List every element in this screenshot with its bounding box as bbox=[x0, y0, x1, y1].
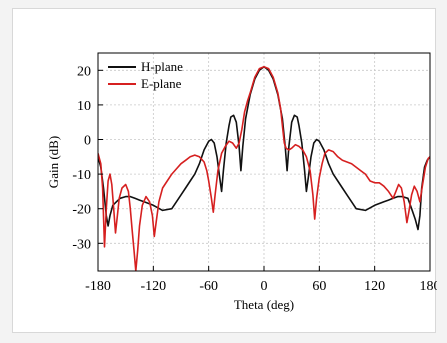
y-tick-label: -30 bbox=[72, 237, 91, 252]
series-line-e-plane bbox=[98, 66, 430, 271]
line-chart: -180 -120 -60 0 60 120 180 -30 -20 -10 0 10 20 Thet… bbox=[46, 52, 437, 312]
grid-lines bbox=[98, 53, 430, 271]
y-tick-labels: -30 -20 -10 0 10 20 bbox=[72, 64, 91, 252]
y-tick-label: 0 bbox=[84, 134, 91, 149]
x-tick-labels: -180 -120 -60 0 60 120 180 bbox=[85, 279, 437, 294]
y-tick-label: -10 bbox=[72, 168, 91, 183]
y-tick-label: 10 bbox=[77, 99, 91, 114]
legend: H-plane E-plane bbox=[108, 59, 183, 91]
x-tick-label: 60 bbox=[312, 279, 326, 294]
y-axis-title: Gain (dB) bbox=[46, 136, 61, 188]
x-tick-label: -120 bbox=[140, 279, 166, 294]
x-tick-label: -60 bbox=[199, 279, 218, 294]
axis-ticks bbox=[97, 69, 431, 271]
chart-figure: -180 -120 -60 0 60 120 180 -30 -20 -10 0 10 20 Thet… bbox=[12, 8, 437, 333]
series-lines bbox=[98, 66, 430, 271]
x-tick-label: 120 bbox=[364, 279, 385, 294]
x-tick-label: -180 bbox=[85, 279, 111, 294]
x-tick-label: 0 bbox=[261, 279, 268, 294]
legend-label: H-plane bbox=[141, 59, 183, 74]
x-axis-title: Theta (deg) bbox=[234, 297, 294, 312]
x-tick-label: 180 bbox=[420, 279, 438, 294]
y-tick-label: -20 bbox=[72, 203, 91, 218]
legend-label: E-plane bbox=[141, 76, 182, 91]
y-tick-label: 20 bbox=[77, 64, 91, 79]
